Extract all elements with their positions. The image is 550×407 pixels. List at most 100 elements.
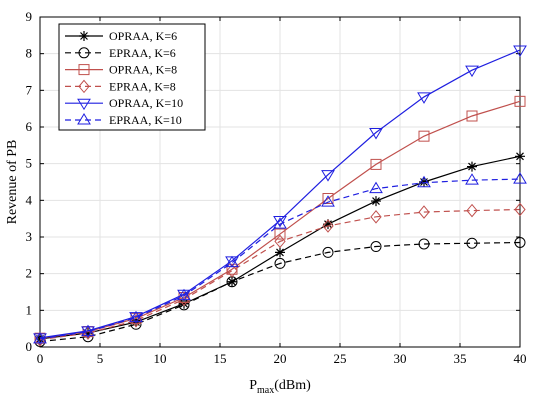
data-point [466,110,478,122]
data-point [370,241,382,253]
data-point [417,92,431,104]
data-point [515,151,525,162]
data-point [273,216,287,228]
legend-marker [78,64,90,76]
data-point [321,170,335,182]
data-point [178,292,190,307]
data-point [273,217,287,229]
x-tick-label: 5 [97,351,104,366]
data-point [465,65,479,78]
data-point [514,202,526,217]
data-point [514,95,526,107]
legend-marker [78,47,90,59]
legend-marker [77,113,91,125]
x-tick-label: 35 [454,351,467,366]
legend-label: EPRAA, K=8 [109,79,176,93]
series-1 [34,237,526,347]
data-point [467,161,477,172]
data-point [418,130,430,142]
x-tick-label: 10 [154,351,167,366]
series-line [39,49,521,339]
data-point [323,219,333,230]
legend-entry: OPRAA, K=8 [65,63,177,77]
data-point [370,210,382,224]
data-point [83,328,93,339]
x-axis-label-main: P [249,378,257,393]
legend-label: OPRAA, K=10 [109,96,183,110]
series-line [39,208,521,341]
y-axis-label: Revenue of PB [5,140,20,225]
data-point [274,234,286,249]
series-line [39,241,521,343]
data-point [513,172,527,184]
data-point [179,298,189,309]
data-point [418,205,430,219]
data-point [369,181,383,194]
series-0 [35,151,525,344]
data-point [466,237,478,249]
data-point [513,45,527,57]
data-point [322,193,334,204]
y-tick-label: 8 [26,46,33,61]
legend-entry: EPRAA, K=6 [65,46,176,60]
y-tick-label: 5 [26,156,33,171]
legend-label: OPRAA, K=8 [109,63,177,77]
y-tick-label: 6 [26,119,33,134]
series-5 [33,172,527,344]
legend-label: EPRAA, K=10 [109,113,182,127]
y-tick-label: 3 [26,229,33,244]
legend-entry: OPRAA, K=6 [65,29,177,43]
x-tick-label: 40 [514,351,527,366]
data-point [33,331,47,344]
x-tick-label: 15 [214,351,227,366]
legend: OPRAA, K=6 EPRAA, K=6 OPRAA, K=8 EPRAA, K=8… [58,23,206,131]
y-tick-label: 2 [26,266,33,281]
x-tick-label: 30 [394,351,407,366]
y-tick-label: 7 [26,82,33,97]
data-point [417,175,431,188]
legend-label: EPRAA, K=6 [109,46,176,60]
data-point [419,177,429,187]
y-tick-label: 0 [26,339,33,354]
data-point [130,318,142,330]
grid [39,16,521,348]
x-tick-label: 0 [37,351,44,366]
y-tick-label: 1 [26,302,33,317]
data-point [274,257,286,269]
data-point [322,246,334,258]
data-point [322,219,334,233]
x-axis-label-sub: max [257,385,274,396]
data-point [129,310,143,323]
axis-ticks: 0 5 10 15 20 25 30 35 40 0 1 2 3 4 5 6 7 8 9 [26,9,527,366]
legend-entry: EPRAA, K=8 [65,79,176,93]
legend-entry: EPRAA, K=10 [65,113,182,127]
legend-entry: OPRAA, K=10 [65,96,183,110]
data-point [369,128,383,140]
x-tick-label: 20 [274,351,287,366]
data-point [274,228,286,240]
x-axis-label-unit: (dBm) [274,378,311,393]
data-point [177,288,191,301]
legend-marker [78,79,90,94]
data-point [81,324,95,337]
data-point [370,158,382,170]
series-line [39,178,521,340]
data-point [514,237,526,248]
data-point [275,247,285,258]
data-point [418,238,430,250]
series-layer [33,45,527,347]
legend-label: OPRAA, K=6 [109,29,177,43]
x-axis-label: Pmax(dBm) [249,378,311,396]
y-tick-label: 4 [26,192,33,207]
x-tick-label: 25 [334,351,347,366]
y-tick-label: 9 [26,9,33,24]
data-point [226,263,238,278]
data-point [321,195,335,207]
legend-box [58,23,206,131]
data-point [465,173,479,185]
data-point [371,196,381,207]
legend-items: OPRAA, K=6 EPRAA, K=6 OPRAA, K=8 EPRAA, K=8… [65,29,183,127]
legend-marker [77,98,91,111]
